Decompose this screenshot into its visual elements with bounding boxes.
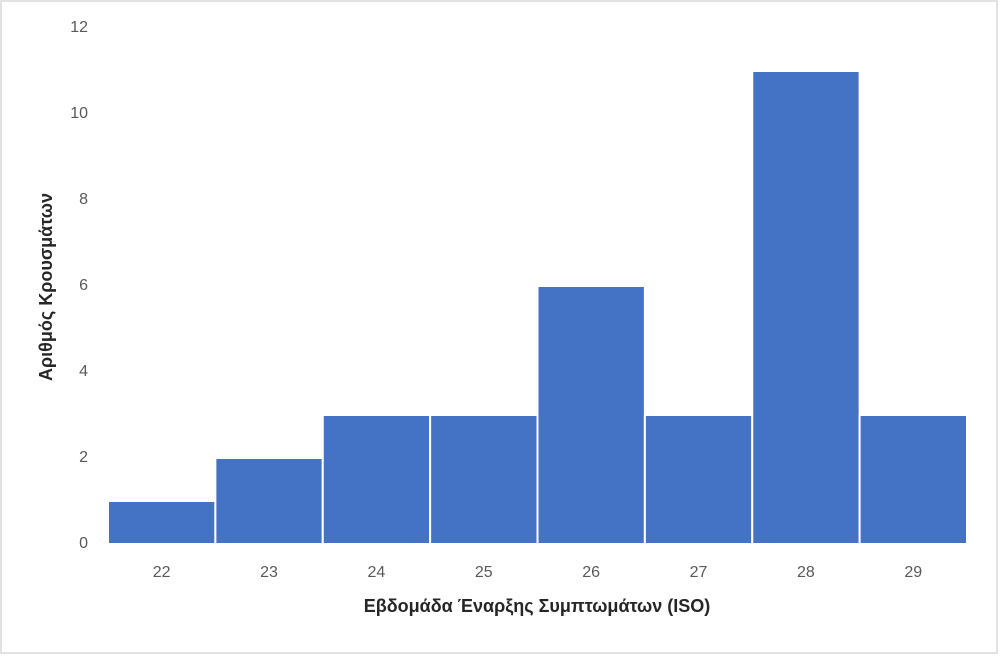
bar — [643, 414, 754, 545]
x-tick-label: 28 — [797, 564, 815, 581]
x-tick-label: 22 — [153, 564, 171, 581]
bar — [536, 285, 646, 545]
x-tick-label: 27 — [690, 564, 708, 581]
bar — [429, 414, 539, 545]
bar — [321, 414, 432, 545]
y-axis-title: Αριθμός Κρουσμάτων — [36, 193, 56, 381]
y-tick-label: 10 — [70, 105, 88, 122]
x-tick-label: 29 — [904, 564, 922, 581]
x-tick-label: 25 — [475, 564, 493, 581]
y-tick-label: 12 — [70, 19, 88, 36]
x-axis-title: Εβδομάδα Έναρξης Συμπτωμάτων (ISO) — [364, 596, 711, 617]
x-tick-label: 26 — [582, 564, 600, 581]
x-tick-label: 23 — [260, 564, 278, 581]
y-tick-label: 8 — [79, 191, 88, 208]
bar — [107, 500, 217, 545]
bar — [214, 457, 324, 545]
y-tick-label: 6 — [79, 277, 88, 294]
bar — [751, 70, 861, 545]
y-tick-label: 2 — [79, 449, 88, 466]
bar — [858, 414, 968, 545]
y-tick-label: 4 — [79, 363, 88, 380]
x-tick-label: 24 — [368, 564, 386, 581]
y-tick-label: 0 — [79, 535, 88, 552]
